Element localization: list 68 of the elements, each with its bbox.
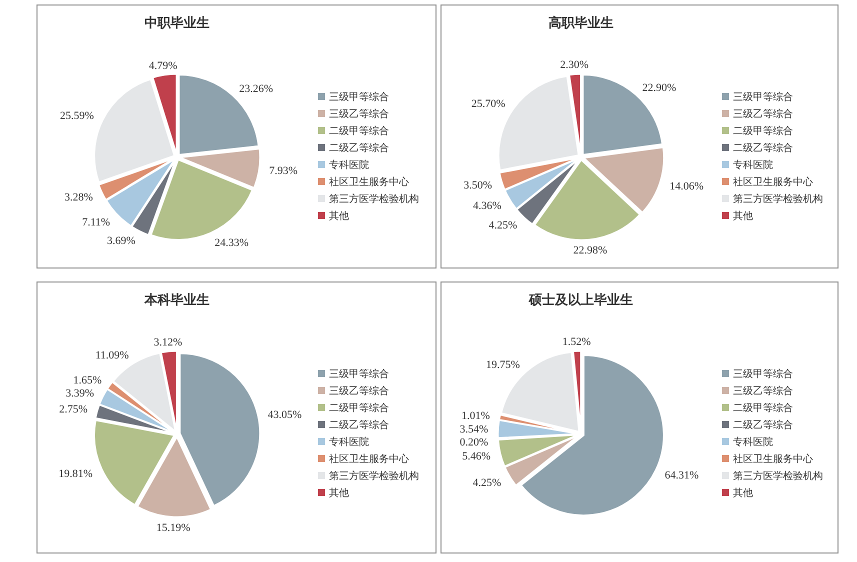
legend-label: 二级乙等综合: [733, 419, 793, 431]
data-label: 11.09%: [95, 349, 129, 362]
legend-label: 二级甲等综合: [329, 125, 389, 137]
data-label: 3.69%: [107, 235, 136, 248]
legend-label: 社区卫生服务中心: [733, 176, 813, 188]
data-label: 2.75%: [59, 404, 88, 416]
legend-label: 其他: [733, 210, 753, 222]
data-label: 22.98%: [573, 244, 608, 257]
chart-title: 中职毕业生: [144, 15, 210, 30]
legend-label: 专科医院: [329, 436, 369, 448]
legend-label: 二级乙等综合: [329, 142, 389, 154]
data-label: 3.39%: [66, 387, 94, 400]
chart-title: 本科毕业生: [144, 292, 210, 307]
data-label: 4.25%: [488, 220, 518, 232]
data-label: 7.93%: [269, 164, 298, 177]
legend-label: 社区卫生服务中心: [733, 453, 813, 465]
legend-label: 专科医院: [733, 436, 773, 448]
legend-label: 其他: [329, 210, 349, 222]
data-label: 15.19%: [156, 522, 190, 534]
legend-label: 第三方医学检验机构: [733, 193, 823, 205]
legend-label: 第三方医学检验机构: [733, 470, 823, 482]
legend-label: 三级乙等综合: [733, 108, 793, 120]
data-label: 7.11%: [82, 216, 110, 229]
legend-label: 二级乙等综合: [733, 142, 793, 154]
legend-label: 二级甲等综合: [329, 402, 389, 414]
data-label: 4.25%: [472, 476, 502, 489]
legend-label: 其他: [329, 487, 349, 499]
data-label: 0.20%: [460, 436, 488, 448]
data-label: 22.90%: [642, 82, 676, 94]
legend-label: 其他: [733, 487, 753, 499]
data-label: 25.59%: [60, 110, 94, 122]
data-label: 2.30%: [560, 59, 588, 72]
legend-label: 三级甲等综合: [329, 91, 389, 103]
data-label: 3.54%: [460, 423, 488, 436]
data-label: 43.05%: [268, 408, 302, 421]
legend-label: 三级乙等综合: [329, 108, 389, 120]
legend-label: 专科医院: [329, 159, 369, 171]
data-label: 25.70%: [471, 98, 506, 110]
data-label: 64.31%: [664, 469, 699, 482]
legend-label: 三级甲等综合: [329, 368, 389, 380]
data-label: 1.52%: [562, 336, 591, 348]
chart-title: 硕士及以上毕业生: [528, 292, 633, 307]
data-label: 24.33%: [214, 237, 249, 250]
data-label: 1.01%: [461, 410, 490, 422]
legend-label: 三级乙等综合: [733, 385, 793, 397]
data-label: 19.75%: [486, 358, 520, 371]
data-label: 5.46%: [462, 450, 491, 463]
legend-label: 社区卫生服务中心: [329, 453, 409, 465]
legend-label: 专科医院: [733, 159, 773, 171]
legend-label: 三级甲等综合: [733, 91, 793, 103]
data-label: 4.79%: [148, 60, 178, 72]
legend-label: 三级乙等综合: [329, 385, 389, 397]
data-label: 3.50%: [464, 179, 492, 192]
data-label: 23.26%: [239, 82, 273, 95]
legend-label: 社区卫生服务中心: [329, 176, 409, 188]
data-label: 3.12%: [154, 336, 182, 348]
data-label: 4.36%: [473, 200, 502, 212]
legend-label: 二级甲等综合: [733, 125, 793, 137]
legend-label: 三级甲等综合: [733, 368, 793, 380]
data-label: 14.06%: [670, 180, 704, 192]
data-label: 3.28%: [64, 192, 93, 204]
legend-label: 第三方医学检验机构: [329, 193, 419, 205]
data-label: 1.65%: [73, 374, 102, 386]
chart-title: 高职毕业生: [548, 15, 614, 30]
legend-label: 第三方医学检验机构: [329, 470, 419, 482]
legend-label: 二级乙等综合: [329, 419, 389, 431]
data-label: 19.81%: [58, 468, 93, 480]
legend-label: 二级甲等综合: [733, 402, 793, 414]
